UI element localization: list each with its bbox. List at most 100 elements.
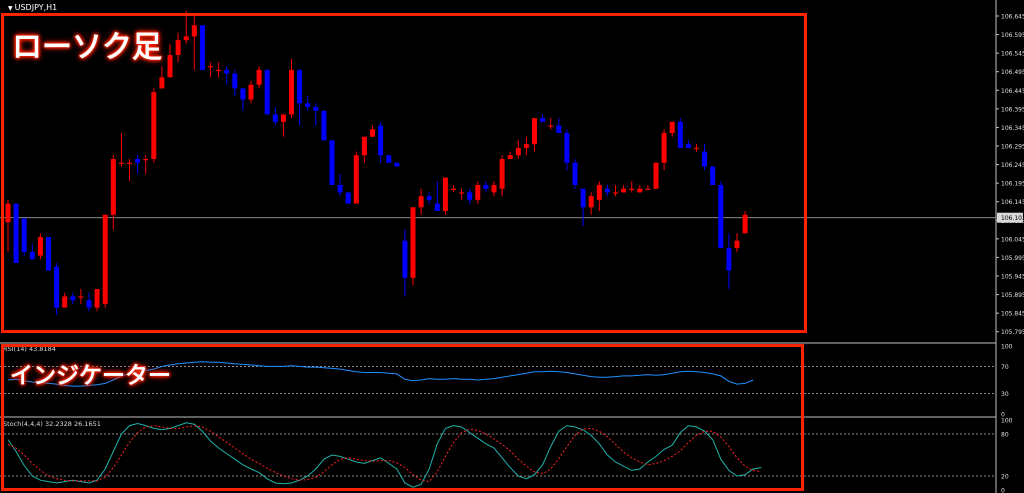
candle (418, 188, 424, 215)
candle-body (588, 196, 594, 208)
candle-body (483, 185, 489, 189)
candle (386, 155, 392, 163)
candle (694, 144, 699, 152)
candle-body (548, 125, 554, 127)
candle (289, 58, 294, 119)
candle (621, 185, 627, 193)
candle-annotation-label: ローソク足 (12, 30, 162, 65)
candle-body (523, 144, 529, 148)
candle (54, 263, 60, 315)
candle-body (29, 251, 35, 260)
rsi-level-label: 30 (1001, 391, 1009, 398)
candle (102, 214, 108, 308)
candle (596, 181, 602, 211)
candle (135, 155, 141, 174)
candlestick-series (5, 10, 748, 315)
candle (94, 289, 100, 312)
candle (580, 188, 586, 226)
price-tick-label: 106.495 (1001, 69, 1024, 76)
candle (426, 192, 432, 204)
rsi-main-line (7, 361, 754, 387)
candle (710, 166, 716, 185)
candle-body (734, 240, 740, 249)
price-tick-label: 106.295 (1001, 144, 1024, 151)
candle-body (499, 159, 505, 189)
indicator-annotation-label: インジケーター (10, 363, 171, 389)
candle-body (216, 69, 222, 72)
candle-body (183, 36, 189, 41)
candle-body (37, 237, 43, 256)
candle-body (434, 203, 440, 211)
candle-body (410, 207, 416, 278)
price-tick-label: 105.895 (1001, 292, 1024, 299)
candle-body (572, 162, 578, 185)
candle (637, 185, 643, 193)
candle (272, 107, 278, 126)
candle (13, 203, 19, 263)
candle (564, 129, 570, 171)
candle (216, 62, 222, 78)
price-tick-label: 106.545 (1001, 51, 1024, 58)
candle-body (451, 188, 456, 190)
stoch-signal-line (7, 425, 762, 483)
indicator-highlight-box (1, 344, 804, 491)
candle-body (621, 188, 627, 193)
candle (337, 173, 343, 197)
candle (151, 88, 157, 163)
candle-body (272, 114, 278, 122)
candle-body (240, 88, 246, 100)
candle (677, 118, 683, 148)
rsi-label: RSI(14) 43.8184 (3, 345, 56, 353)
candle (62, 292, 68, 308)
candle-body (540, 118, 546, 122)
candle-body (442, 177, 448, 211)
candle (21, 218, 27, 256)
candle-body (532, 118, 537, 145)
candle (143, 155, 149, 174)
candle-body (353, 155, 359, 204)
dropdown-arrow-icon: ▼ (8, 5, 13, 12)
candle (127, 159, 132, 182)
price-tick-label: 106.445 (1001, 88, 1024, 95)
candle (353, 151, 359, 204)
candle-body (297, 69, 303, 104)
stoch-label: Stoch(4,4,4) 32.2328 26.1651 (3, 420, 101, 428)
candle-body (175, 40, 181, 55)
candle-body (337, 185, 343, 193)
candle (70, 292, 76, 304)
candle (475, 181, 481, 204)
candle (191, 14, 197, 70)
candle (175, 32, 181, 63)
candle-body (70, 296, 76, 301)
price-tick-label: 106.145 (1001, 199, 1024, 206)
candle-body (345, 192, 351, 204)
current-price-label: 106.102 (1001, 215, 1024, 222)
candle-body (208, 66, 213, 68)
stochastic-indicator-plot: 100 80 20 0 (0, 418, 1013, 493)
candle-body (596, 185, 602, 200)
candle-body (94, 289, 100, 308)
candle-body (702, 151, 708, 167)
chart-symbol-title: ▼ USDJPY,H1 (8, 3, 57, 12)
candle (37, 233, 43, 260)
candle (653, 162, 659, 189)
candle (499, 155, 505, 197)
candle-body (726, 248, 732, 271)
price-axis: 106.645 106.595 106.545 106.495 106.445 106.3… (0, 14, 1024, 336)
candle-body (167, 55, 173, 78)
candle-body (580, 188, 586, 208)
candle (232, 69, 238, 96)
candle-body (78, 296, 84, 298)
candle-body (143, 159, 149, 161)
candle-body (321, 110, 327, 141)
candle (297, 69, 303, 126)
candle-body (685, 144, 691, 148)
candle (685, 140, 691, 148)
candle (718, 181, 724, 249)
price-tick-label: 105.995 (1001, 255, 1024, 262)
candle-body (54, 266, 60, 308)
candle (345, 192, 351, 204)
candle (280, 114, 286, 137)
candle-body (280, 114, 286, 122)
